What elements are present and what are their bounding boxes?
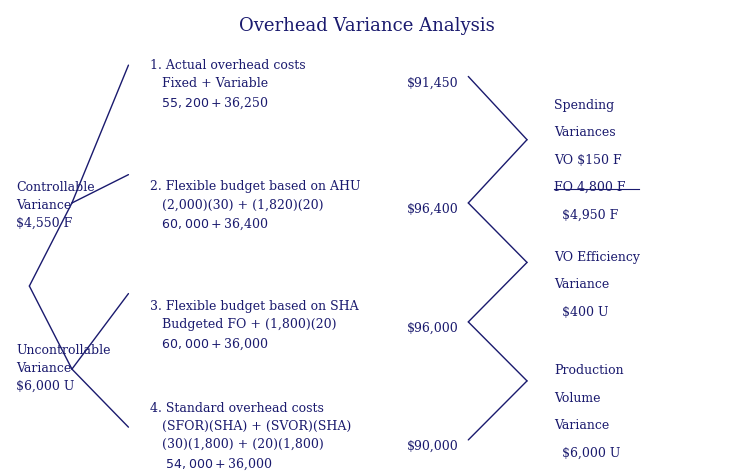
Text: Variances: Variances (554, 126, 616, 140)
Text: Variance: Variance (554, 278, 609, 292)
Text: Variance: Variance (554, 419, 609, 432)
Text: $91,450: $91,450 (407, 76, 459, 90)
Text: VO $150 F: VO $150 F (554, 154, 622, 167)
Text: $400 U: $400 U (554, 306, 608, 319)
Text: FO 4,800 F: FO 4,800 F (554, 181, 625, 194)
Text: Production: Production (554, 364, 624, 378)
Text: Spending: Spending (554, 99, 614, 112)
Text: $96,400: $96,400 (407, 203, 459, 216)
Text: Controllable
Variance
$4,550 F: Controllable Variance $4,550 F (16, 181, 95, 230)
Text: $90,000: $90,000 (407, 440, 459, 453)
Text: Uncontrollable
Variance
$6,000 U: Uncontrollable Variance $6,000 U (16, 344, 111, 393)
Text: VO Efficiency: VO Efficiency (554, 251, 640, 264)
Text: 1. Actual overhead costs
   Fixed + Variable
   $55,200 + $36,250: 1. Actual overhead costs Fixed + Variabl… (150, 59, 306, 111)
Text: Overhead Variance Analysis: Overhead Variance Analysis (239, 17, 495, 34)
Text: $4,950 F: $4,950 F (554, 209, 619, 222)
Text: 4. Standard overhead costs
   (SFOR)(SHA) + (SVOR)(SHA)
   (30)(1,800) + (20)(1,: 4. Standard overhead costs (SFOR)(SHA) +… (150, 402, 352, 472)
Text: $96,000: $96,000 (407, 322, 459, 335)
Text: 3. Flexible budget based on SHA
   Budgeted FO + (1,800)(20)
   $60,000 + $36,00: 3. Flexible budget based on SHA Budgeted… (150, 300, 359, 352)
Text: $6,000 U: $6,000 U (554, 447, 620, 460)
Text: Volume: Volume (554, 392, 600, 405)
Text: 2. Flexible budget based on AHU
   (2,000)(30) + (1,820)(20)
   $60,000 + $36,40: 2. Flexible budget based on AHU (2,000)(… (150, 180, 361, 232)
